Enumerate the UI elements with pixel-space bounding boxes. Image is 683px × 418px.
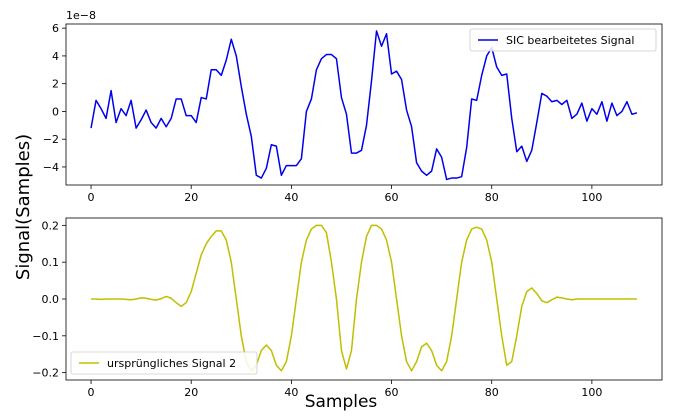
chart0-axes-frame — [65, 23, 663, 186]
chart1-x-tick-label-0: 0 — [88, 386, 95, 399]
shared-y-axis-label: Signal(Samples) — [13, 134, 34, 280]
chart0-legend-box — [469, 28, 657, 52]
shared-x-axis-label: Samples — [305, 392, 378, 412]
chart0-x-tick-label-5: 100 — [581, 191, 602, 204]
chart0-x-tick-label-1: 20 — [184, 191, 198, 204]
chart0-y-tick-label-0: −4 — [43, 161, 59, 174]
chart0-offset-text: 1e−8 — [66, 9, 96, 22]
chart1-y-tick-label-0: −0.2 — [32, 367, 59, 380]
chart0-y-tick-label-3: 2 — [52, 78, 59, 91]
chart1-x-tick-label-5: 100 — [581, 386, 602, 399]
chart1-x-tick-label-4: 80 — [485, 386, 499, 399]
top-chart-panel: 0 20 40 60 80 100 −4 −2 0 2 4 6 1e−8 SIC bearbeitetes… — [43, 9, 663, 204]
chart1-legend-label: ursprüngliches Signal 2 — [107, 357, 236, 370]
chart0-y-tick-label-4: 4 — [52, 50, 59, 63]
chart1-x-tick-label-3: 60 — [385, 386, 399, 399]
chart0-legend-label: SIC bearbeitetes Signal — [506, 34, 634, 47]
chart0-x-tick-label-2: 40 — [284, 191, 298, 204]
chart0-x-tick-label-3: 60 — [385, 191, 399, 204]
chart1-series-line-0 — [91, 224, 637, 372]
chart1-y-tick-label-3: 0.1 — [42, 256, 60, 269]
chart0-y-tick-label-2: 0 — [52, 105, 59, 118]
chart1-y-tick-label-2: 0.0 — [42, 293, 60, 306]
bottom-chart-panel: 0 20 40 60 80 100 −0.2 −0.1 0.0 0.1 0.2 ursprünglic… — [32, 217, 663, 399]
chart0-series-line-0 — [90, 30, 638, 181]
chart1-x-tick-label-2: 40 — [284, 386, 298, 399]
chart0-y-tick-label-1: −2 — [43, 133, 59, 146]
chart1-y-tick-label-1: −0.1 — [32, 330, 59, 343]
chart0-x-tick-label-0: 0 — [88, 191, 95, 204]
chart1-y-tick-label-4: 0.2 — [42, 219, 60, 232]
chart0-y-tick-label-5: 6 — [52, 22, 59, 35]
chart0-x-tick-label-4: 80 — [485, 191, 499, 204]
chart1-x-tick-label-1: 20 — [184, 386, 198, 399]
chart1-legend-box — [70, 351, 258, 375]
